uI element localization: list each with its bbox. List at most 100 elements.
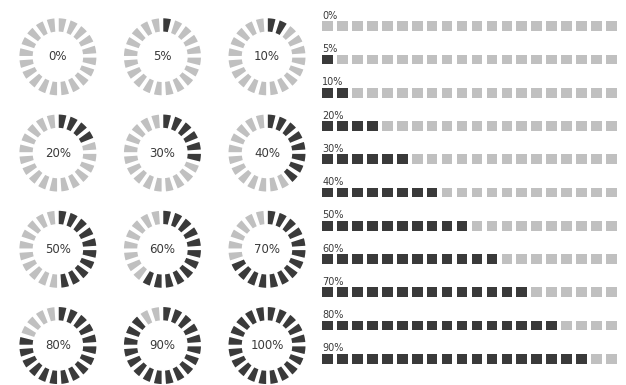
Bar — [457, 187, 467, 198]
Wedge shape — [283, 264, 299, 280]
Wedge shape — [59, 273, 70, 288]
Bar — [352, 254, 363, 264]
Wedge shape — [46, 114, 56, 130]
Bar — [576, 287, 587, 297]
Bar — [501, 187, 512, 198]
Bar — [486, 254, 497, 264]
Bar — [472, 55, 482, 64]
Text: 90%: 90% — [322, 343, 344, 353]
Bar — [322, 55, 333, 64]
Wedge shape — [290, 333, 306, 344]
Wedge shape — [230, 66, 247, 80]
Wedge shape — [237, 169, 253, 185]
Wedge shape — [228, 240, 244, 249]
Wedge shape — [35, 309, 49, 326]
Bar — [322, 21, 333, 31]
Bar — [501, 221, 512, 231]
Bar — [397, 287, 408, 297]
Bar — [337, 121, 348, 131]
Bar — [591, 154, 602, 164]
Wedge shape — [37, 174, 50, 191]
Wedge shape — [230, 355, 247, 369]
Wedge shape — [74, 360, 90, 376]
Wedge shape — [126, 355, 143, 369]
Bar — [397, 21, 408, 31]
Bar — [562, 121, 572, 131]
Wedge shape — [269, 273, 279, 288]
Wedge shape — [244, 117, 258, 133]
Wedge shape — [281, 121, 297, 137]
Wedge shape — [186, 249, 202, 259]
Bar — [382, 21, 393, 31]
Bar — [382, 55, 393, 64]
Wedge shape — [172, 77, 185, 93]
Bar — [457, 88, 467, 98]
Bar — [501, 121, 512, 131]
Bar — [576, 55, 587, 64]
Bar — [546, 21, 557, 31]
Wedge shape — [246, 174, 259, 191]
Wedge shape — [28, 265, 44, 281]
Wedge shape — [37, 77, 50, 94]
Bar — [516, 221, 527, 231]
Wedge shape — [183, 353, 200, 367]
Wedge shape — [275, 19, 288, 36]
Wedge shape — [123, 59, 139, 69]
Bar — [397, 154, 408, 164]
Wedge shape — [81, 237, 97, 248]
Wedge shape — [228, 347, 244, 358]
Bar — [606, 21, 617, 31]
Wedge shape — [78, 226, 95, 240]
Wedge shape — [257, 369, 267, 385]
Wedge shape — [81, 141, 97, 151]
Wedge shape — [79, 64, 95, 78]
Wedge shape — [183, 64, 200, 78]
Wedge shape — [228, 47, 244, 57]
Bar — [486, 221, 497, 231]
Bar — [322, 154, 333, 164]
Bar — [367, 221, 377, 231]
Bar — [352, 287, 363, 297]
Wedge shape — [21, 228, 37, 242]
Wedge shape — [290, 153, 306, 162]
Wedge shape — [267, 210, 277, 226]
Bar — [606, 320, 617, 330]
Wedge shape — [237, 265, 253, 281]
Wedge shape — [21, 325, 37, 338]
Wedge shape — [269, 369, 279, 385]
Bar — [457, 154, 467, 164]
Wedge shape — [58, 114, 68, 129]
Bar — [562, 221, 572, 231]
Wedge shape — [281, 218, 297, 234]
Bar — [501, 354, 512, 364]
Bar — [412, 21, 423, 31]
Bar — [337, 187, 348, 198]
Wedge shape — [178, 264, 194, 280]
Bar — [472, 88, 482, 98]
Bar — [576, 354, 587, 364]
Bar — [442, 21, 453, 31]
Wedge shape — [59, 80, 70, 96]
Wedge shape — [78, 33, 95, 48]
Text: 100%: 100% — [250, 339, 284, 352]
Wedge shape — [81, 346, 97, 355]
Wedge shape — [267, 114, 277, 129]
Wedge shape — [237, 361, 253, 377]
Wedge shape — [123, 240, 139, 249]
Bar — [427, 121, 438, 131]
Wedge shape — [182, 226, 199, 240]
Wedge shape — [72, 121, 88, 137]
Bar — [442, 88, 453, 98]
Bar — [531, 21, 542, 31]
Wedge shape — [123, 47, 139, 57]
Bar — [442, 320, 453, 330]
Bar — [352, 154, 363, 164]
Bar — [397, 354, 408, 364]
Bar — [382, 254, 393, 264]
Bar — [337, 254, 348, 264]
Wedge shape — [177, 121, 193, 137]
Wedge shape — [150, 210, 161, 226]
Bar — [352, 221, 363, 231]
Bar — [472, 287, 482, 297]
Bar — [442, 254, 453, 264]
